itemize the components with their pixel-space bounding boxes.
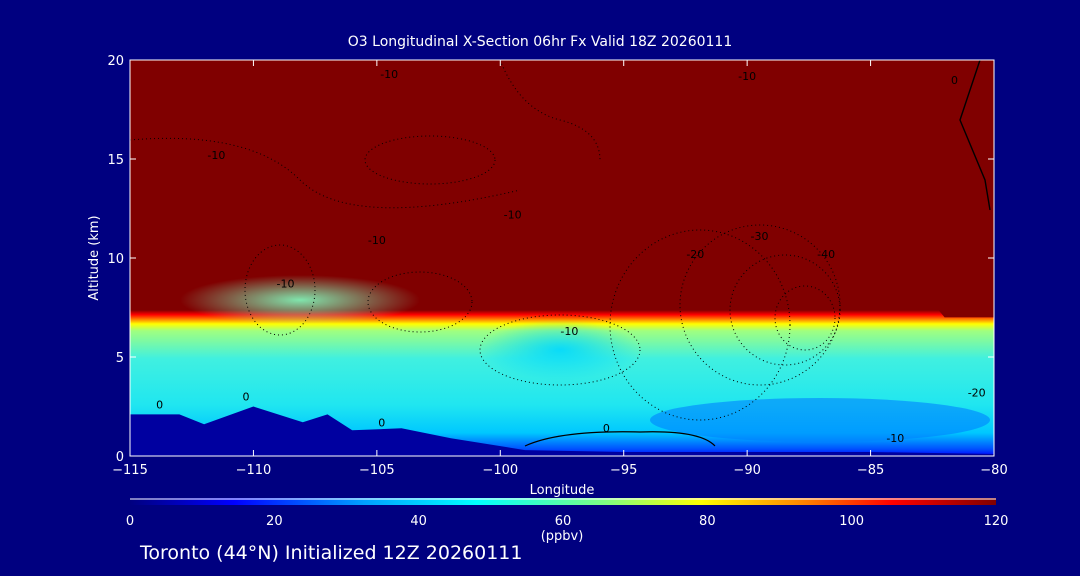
- y-tick-label: 10: [107, 252, 124, 267]
- contour-label: 0: [951, 74, 958, 87]
- x-tick-label: −80: [980, 463, 1007, 478]
- contour-label: -10: [560, 325, 578, 338]
- contour-labels: -10 -10 -10 -10 -10 -10 -20 -30 -40 -10 0 0 0 0 -10 -20…: [156, 68, 986, 445]
- contour-label: 0: [378, 416, 385, 429]
- contour-label: -10: [886, 432, 904, 445]
- x-tick-label: −115: [112, 463, 148, 478]
- low-ozone-area: [480, 320, 640, 380]
- contour-line: [959, 60, 991, 211]
- colorbar-tick-label: 40: [410, 514, 427, 529]
- contour-line: [244, 244, 316, 336]
- x-tick-label: −85: [857, 463, 884, 478]
- contour-line: [729, 254, 841, 366]
- contour-line: [609, 229, 791, 421]
- y-tick-label: 20: [107, 54, 124, 69]
- colorbar-unit: (ppbv): [541, 529, 584, 544]
- y-tick-label: 15: [107, 153, 124, 168]
- contour-label: -10: [277, 278, 295, 291]
- colorbar-tick-label: 0: [126, 514, 134, 529]
- y-axis: 0 5 10 15 20: [107, 54, 994, 465]
- colorbar: [130, 498, 996, 505]
- contour-lines: [130, 60, 991, 447]
- contour-label: -10: [504, 208, 522, 221]
- contour-label: 0: [156, 399, 163, 412]
- terrain: [130, 406, 994, 456]
- colorbar-tick-label: 20: [266, 514, 283, 529]
- contour-label: -40: [817, 248, 835, 261]
- x-tick-label: −90: [733, 463, 760, 478]
- x-tick-label: −110: [236, 463, 272, 478]
- plot-field: -10 -10 -10 -10 -10 -10 -20 -30 -40 -10 0 0 0 0 -10 -20…: [130, 60, 994, 456]
- contour-label: -20: [968, 387, 986, 400]
- colorbar-tick-label: 100: [839, 514, 864, 529]
- colorbar-tick-label: 120: [984, 514, 1009, 529]
- colorbar-tick-label: 60: [555, 514, 572, 529]
- mid-ozone-area: [180, 275, 420, 325]
- contour-label: -20: [686, 248, 704, 261]
- contour-line: [774, 285, 836, 351]
- x-axis: −115 −110 −105 −100 −95 −90 −85 −80: [112, 60, 1008, 478]
- contour-label: -10: [207, 149, 225, 162]
- contour-line: [130, 137, 521, 209]
- x-tick-label: −95: [610, 463, 637, 478]
- contour-label: 0: [603, 422, 610, 435]
- footer-label: Toronto (44°N) Initialized 12Z 20260111: [140, 542, 523, 564]
- x-tick-label: −105: [359, 463, 395, 478]
- contour-label: -30: [751, 230, 769, 243]
- contour-line: [364, 135, 496, 185]
- x-axis-label: Longitude: [530, 483, 595, 498]
- colorbar-ticks: 0 20 40 60 80 100 120: [126, 514, 1009, 529]
- colorbar-tick-label: 80: [699, 514, 716, 529]
- contour-line: [479, 314, 641, 386]
- contour-line: [367, 271, 473, 333]
- contour-label: -10: [738, 70, 756, 83]
- contour-line: [524, 431, 716, 447]
- y-axis-label: Altitude (km): [87, 215, 102, 300]
- contour-label: -10: [380, 68, 398, 81]
- y-tick-label: 5: [116, 351, 124, 366]
- contour-line: [679, 224, 841, 386]
- contour-label: -10: [368, 234, 386, 247]
- contour-label: 0: [243, 391, 250, 404]
- y-tick-label: 0: [116, 450, 124, 465]
- chart-title: O3 Longitudinal X-Section 06hr Fx Valid …: [347, 34, 733, 50]
- x-tick-label: −100: [482, 463, 518, 478]
- low-level-area: [650, 398, 990, 442]
- contour-line: [499, 60, 601, 161]
